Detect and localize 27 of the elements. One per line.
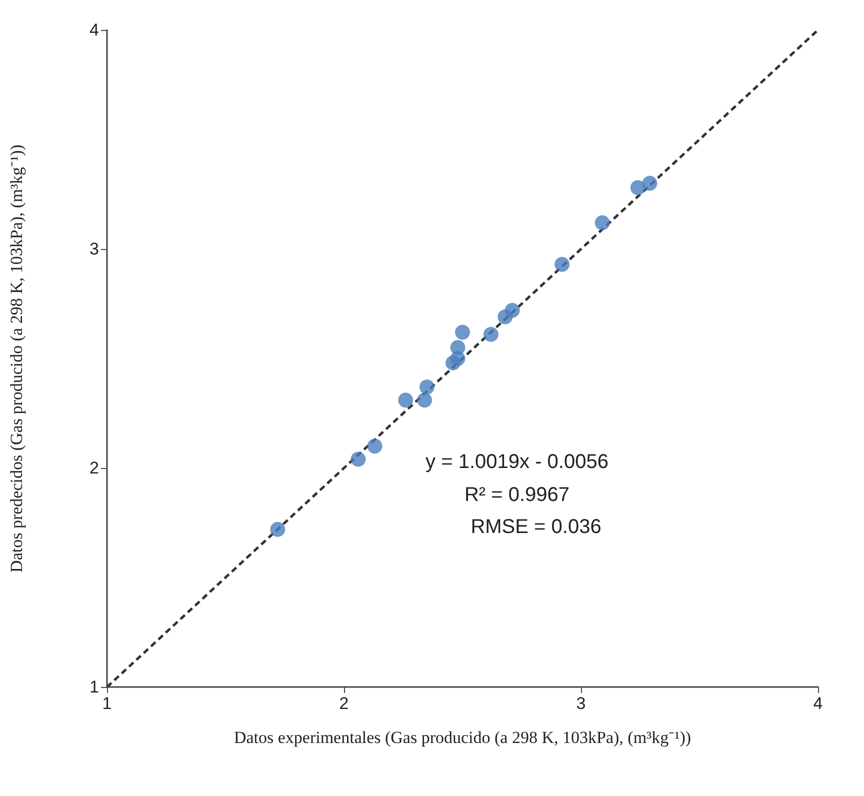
annotation: RMSE = 0.036: [470, 516, 602, 538]
y-tick-label: 4: [90, 20, 99, 40]
point: [455, 324, 470, 340]
point: [350, 452, 366, 467]
point: [642, 176, 658, 191]
y-tick-label: 1: [90, 678, 99, 696]
y-tick-label: 2: [90, 458, 99, 478]
point: [367, 438, 382, 454]
annotation: R² = 0.9967: [464, 484, 570, 506]
x-tick-label: 4: [813, 694, 823, 713]
x-tick-label: 3: [576, 694, 586, 713]
point: [417, 392, 432, 408]
annotation: y = 1.0019x - 0.0056: [426, 451, 608, 473]
point: [594, 215, 610, 230]
point: [398, 392, 414, 408]
point: [504, 302, 520, 318]
point: [450, 340, 466, 356]
x-tick-label: 1: [102, 694, 112, 713]
point: [630, 180, 646, 196]
point: [270, 522, 286, 537]
point: [554, 256, 570, 272]
y-tick-label: 3: [90, 240, 99, 258]
y-axis-title: Datos predecidos (Gas producido (a 298 K, 103kPa), (m³kg⁻¹)): [7, 144, 26, 572]
x-axis-title: Datos experimentales (Gas producido (a 298 K, 103kPa), (m³kg⁻¹)): [234, 728, 692, 747]
x-tick-label: 2: [339, 694, 349, 713]
point: [483, 326, 498, 342]
point: [419, 379, 434, 394]
